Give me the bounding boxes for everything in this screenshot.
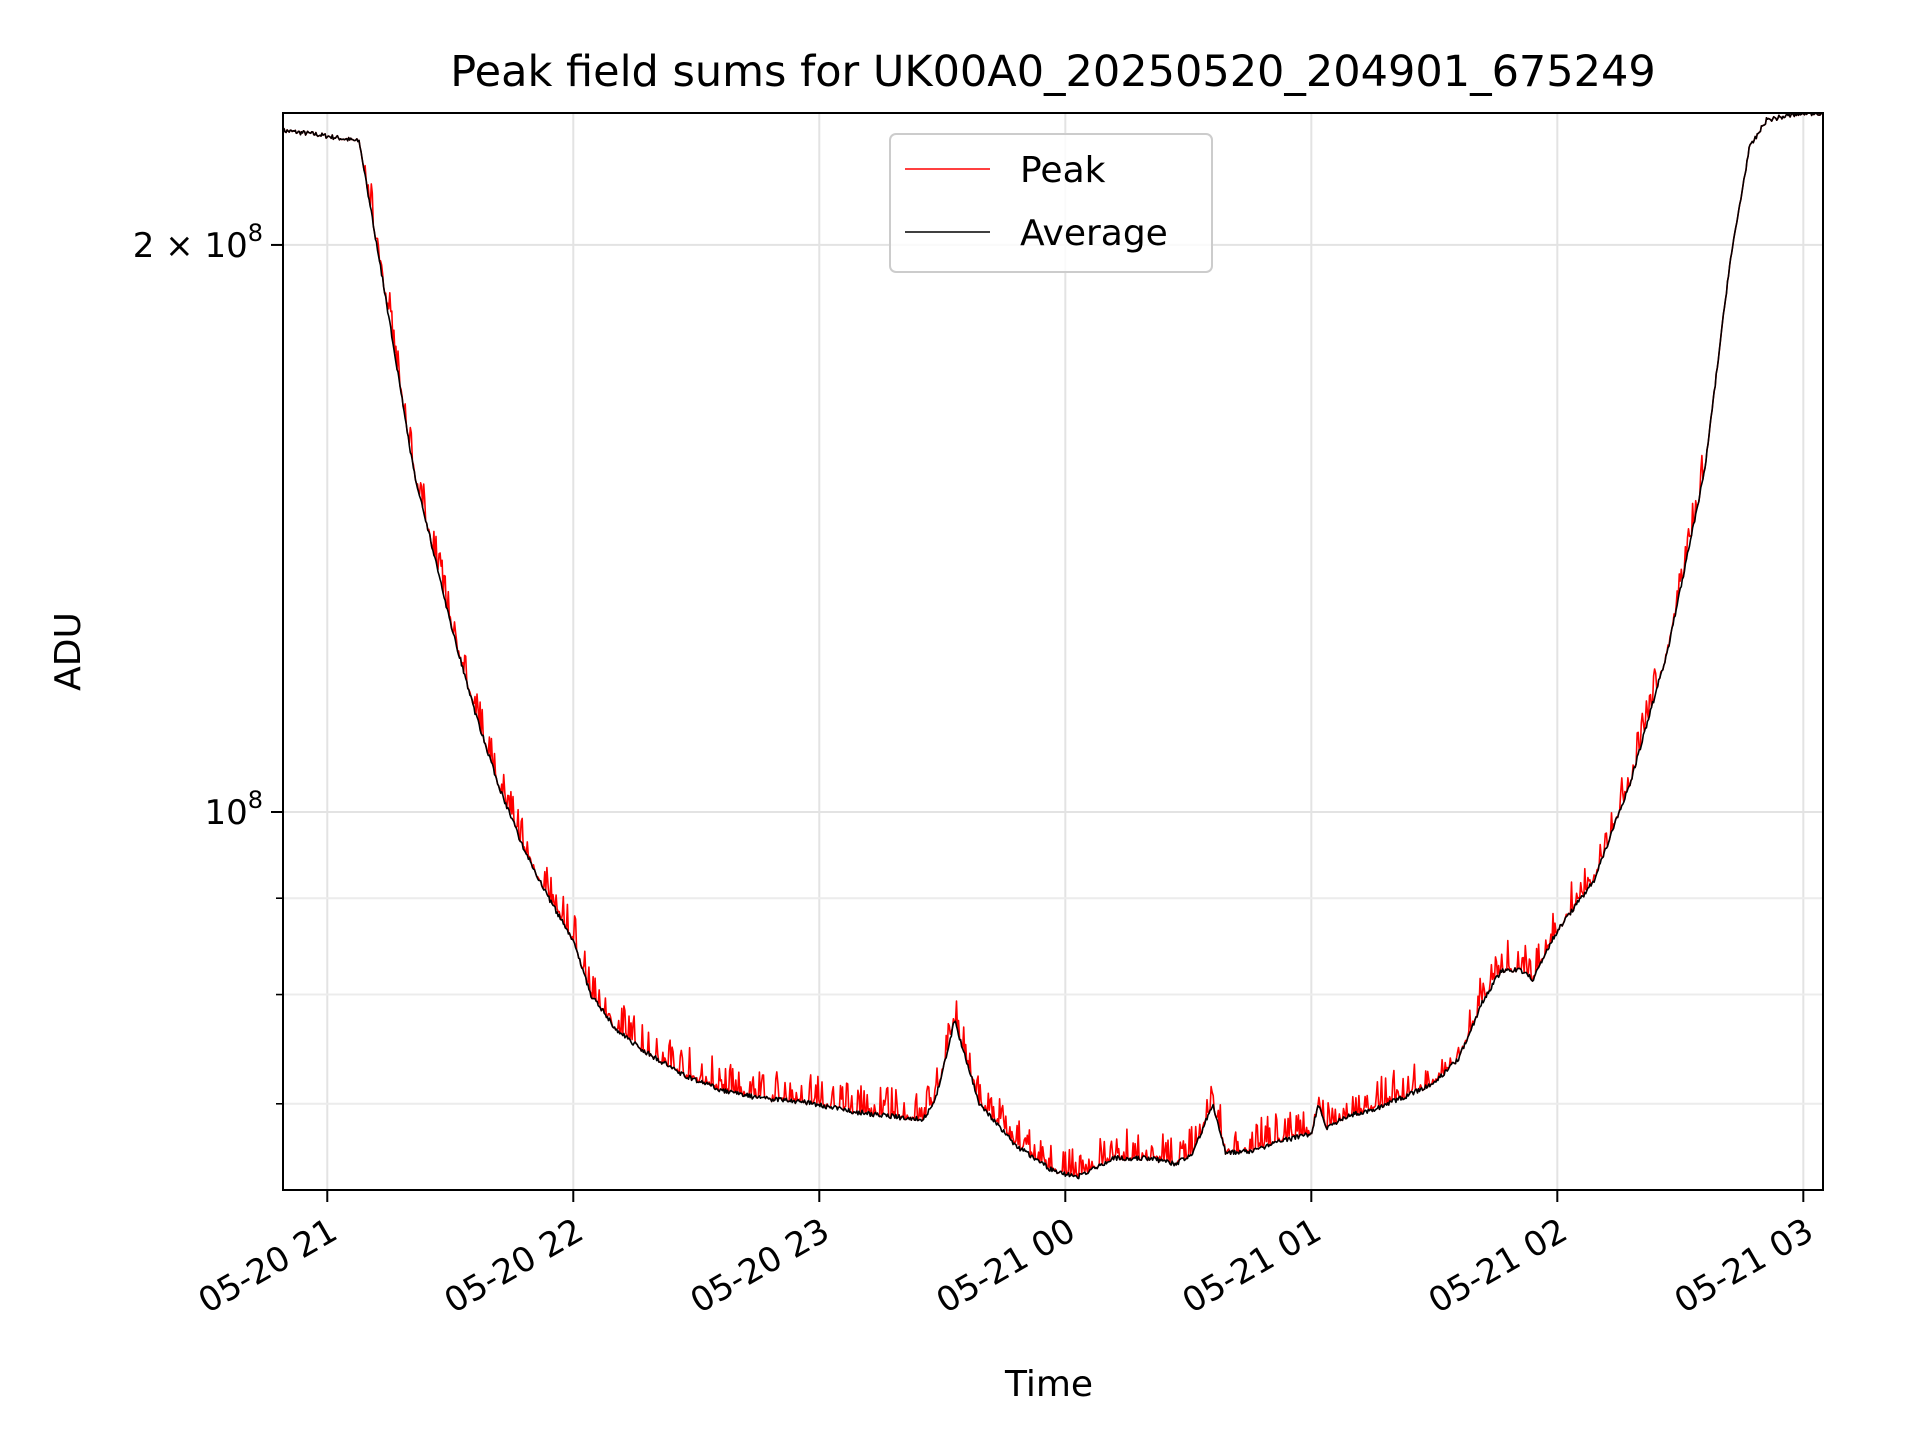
legend: Peak Average [889,133,1213,273]
x-axis-label: Time [1004,1364,1093,1405]
grid-lines [283,113,1823,1190]
plot-area-frame [282,112,1824,1191]
legend-label-peak: Peak [1020,150,1106,191]
legend-label-average: Average [1020,213,1168,254]
series-group [282,112,1824,1180]
series-line-average [282,112,1824,1180]
y-tick-label-0: 108 [204,786,263,833]
chart-title: Peak field sums for UK00A0_20250520_2049… [450,47,1655,97]
y-axis-label: ADU [48,612,89,691]
y-tick-label-1: 2 × 108 [133,219,263,266]
y-tick-exponent-0: 8 [248,786,263,814]
y-tick-exponent-1: 8 [248,219,263,247]
